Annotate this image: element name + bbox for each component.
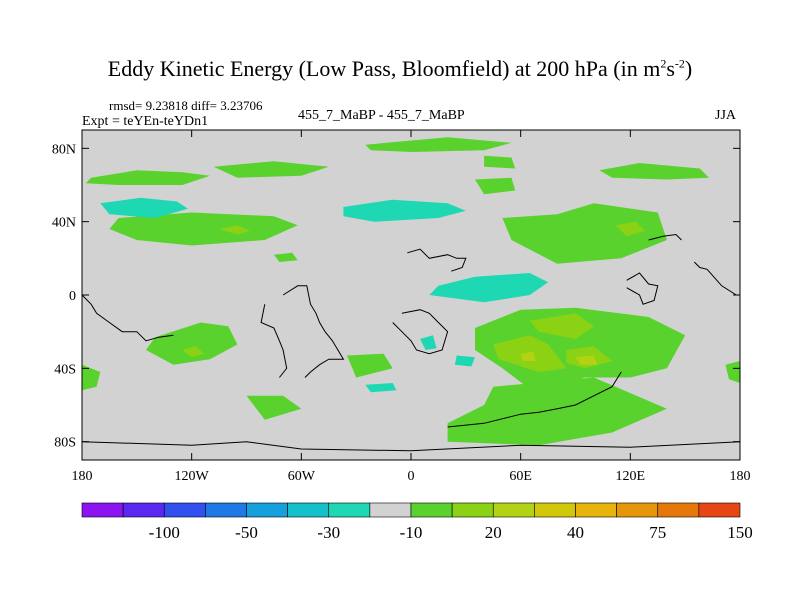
field-region-north-pacific-cyan xyxy=(100,197,188,218)
title-sup-2: -2 xyxy=(674,56,685,71)
field-region-arctic-band-3 xyxy=(365,137,512,152)
x-tick-label: 0 xyxy=(408,469,415,484)
chart-title: Eddy Kinetic Energy (Low Pass, Bloomfiel… xyxy=(0,56,800,82)
field-region-south-atlantic-cyan xyxy=(420,335,437,350)
colorbar-label: 40 xyxy=(567,523,584,542)
field-region-south-pacific-green xyxy=(146,322,238,365)
field-region-south-indian-cyan xyxy=(454,355,475,367)
colorbar-label: -50 xyxy=(235,523,258,542)
coastline-9 xyxy=(447,371,622,428)
colorbar-swatch xyxy=(698,502,741,518)
colorbar-swatch xyxy=(287,502,330,518)
field-region-south-atlantic-cyan-2 xyxy=(365,383,397,393)
colorbar-swatch xyxy=(657,502,700,518)
x-tick-label: 60W xyxy=(288,469,316,484)
field-region-asia-yellow xyxy=(615,221,645,237)
plot-area xyxy=(81,130,741,460)
colorbar-swatch xyxy=(492,502,535,518)
colorbar-swatch xyxy=(246,502,288,518)
coastline-5 xyxy=(626,272,659,305)
coastline-1 xyxy=(282,285,345,378)
colorbar-swatch xyxy=(328,502,371,518)
season-label: JJA xyxy=(715,108,737,123)
title-close: ) xyxy=(684,56,693,81)
colorbar-label: 150 xyxy=(727,523,753,542)
colorbar-label: 75 xyxy=(649,523,666,542)
field-region-south-orange-1 xyxy=(520,351,536,361)
title-unit-s: s xyxy=(666,56,675,81)
coastline-4 xyxy=(407,248,467,272)
coastline-0 xyxy=(81,294,174,342)
y-tick-label: 80S xyxy=(54,436,76,451)
colorbar-swatch xyxy=(369,502,412,518)
colorbar-swatch xyxy=(534,502,576,518)
colorbar-label: -100 xyxy=(149,523,180,542)
field-region-south-green-2 xyxy=(447,377,667,446)
field-region-arctic-band-4 xyxy=(484,155,516,169)
field-region-south-orange-2 xyxy=(575,355,598,365)
field-region-south-atlantic-green xyxy=(347,353,393,378)
x-tick-label: 120E xyxy=(616,469,646,484)
field-region-equator-cyan xyxy=(429,273,549,303)
field-region-atlantic-cyan xyxy=(343,199,466,222)
y-tick-label: 40S xyxy=(54,362,76,377)
y-tick-label: 40N xyxy=(52,216,76,231)
field-region-south-yellow-1 xyxy=(529,313,594,339)
case-label: 455_7_MaBP - 455_7_MaBP xyxy=(298,108,465,123)
field-region-north-pacific-green xyxy=(109,212,298,246)
coastline-6 xyxy=(648,233,682,241)
y-tick-label: 0 xyxy=(69,289,76,304)
colorbar-swatch xyxy=(81,502,124,518)
colorbar-swatch xyxy=(205,502,247,518)
field-region-south-atlantic-green-2 xyxy=(246,395,302,420)
x-tick-label: 120W xyxy=(175,469,210,484)
field-region-north-atlantic-blob xyxy=(475,177,516,195)
colorbar-label: -30 xyxy=(317,523,340,542)
colorbar: -100 -50 -30 -10 20 40 75 150 xyxy=(81,502,753,542)
field-region-asia-green xyxy=(502,203,667,264)
field-region-arctic-band-2 xyxy=(213,161,329,178)
title-text: Eddy Kinetic Energy (Low Pass, Bloomfiel… xyxy=(107,56,661,81)
field-region-north-pacific-yellow xyxy=(219,225,251,235)
x-tick-label: 60E xyxy=(509,469,532,484)
field-region-west-edge-green xyxy=(82,364,101,391)
field-region-east-edge-green xyxy=(725,361,740,383)
coastline-8 xyxy=(81,441,741,452)
title-sup-1: 2 xyxy=(660,56,667,71)
colorbar-label: 20 xyxy=(485,523,502,542)
field-region-arctic-band-1 xyxy=(85,170,210,185)
field-region-siberia-blob xyxy=(599,163,709,180)
coastline-3 xyxy=(392,309,449,355)
colorbar-label: -10 xyxy=(400,523,423,542)
map-axes: 180 120W 60W 0 60E 120E 180 80N 40N 0 40S 80S xyxy=(52,129,751,484)
colorbar-swatch xyxy=(616,502,659,518)
colorbar-swatch xyxy=(163,502,206,518)
expt-label: Expt = teYEn-teYDn1 xyxy=(82,114,209,129)
field-region-south-pacific-yellow xyxy=(182,346,205,358)
coastline-2 xyxy=(260,304,288,378)
rmsd-label: rmsd= 9.23818 diff= 3.23706 xyxy=(109,98,263,113)
colorbar-swatch xyxy=(575,502,617,518)
y-tick-label: 80N xyxy=(52,142,76,157)
x-tick-label: 180 xyxy=(72,469,93,484)
x-tick-label: 180 xyxy=(730,469,751,484)
colorbar-swatch xyxy=(451,502,494,518)
colorbar-swatch xyxy=(122,502,165,518)
field-region-north-green-patch xyxy=(273,252,298,262)
colorbar-swatch xyxy=(410,502,453,518)
